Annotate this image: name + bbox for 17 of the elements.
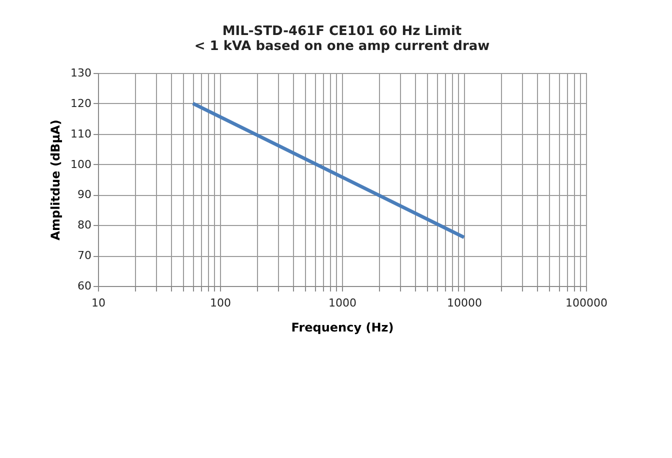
text: MIL-STD-461F CE101 60 Hz Limit bbox=[222, 24, 462, 39]
text: < 1 kVA based on one amp current draw bbox=[194, 39, 490, 54]
y-tick-label: 90 bbox=[78, 188, 92, 202]
y-tick-label: 70 bbox=[78, 249, 92, 262]
y-axis-title: Amplitdue (dBµA) bbox=[48, 120, 63, 240]
y-tick-label: 110 bbox=[70, 127, 92, 140]
y-tick-label: 120 bbox=[70, 96, 92, 110]
y-tick-label: 60 bbox=[78, 280, 92, 292]
y-tick-label: 100 bbox=[70, 158, 92, 171]
x-tick-label: 100 bbox=[210, 296, 231, 310]
x-tick-label: 1000 bbox=[328, 296, 356, 310]
y-tick-label: 80 bbox=[78, 218, 92, 232]
x-tick-label: 10000 bbox=[447, 296, 482, 310]
x-tick-label: 10 bbox=[92, 296, 106, 310]
y-tick-label: 130 bbox=[70, 66, 92, 80]
x-axis-title: Frequency (Hz) bbox=[291, 320, 394, 334]
x-tick-label: 100000 bbox=[566, 296, 608, 310]
